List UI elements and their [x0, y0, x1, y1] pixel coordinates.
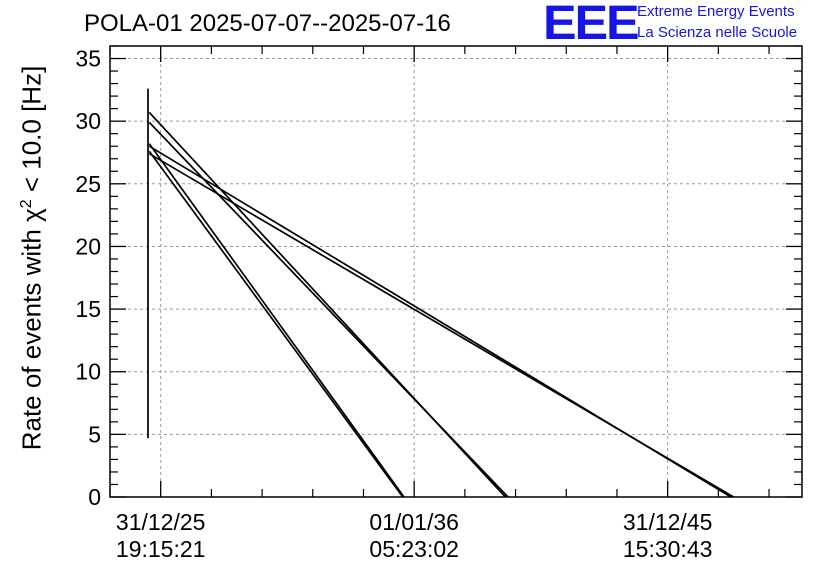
eee-logo: EEE [543, 0, 640, 50]
y-tick-label: 35 [75, 46, 101, 72]
y-axis-label: Rate of events with χ2 < 10.0 [Hz] [16, 65, 47, 451]
y-tick-label: 15 [75, 296, 101, 322]
x-tick-label-time: 05:23:02 [369, 536, 459, 562]
series-line [148, 143, 405, 498]
logo-text-line1: Extreme Energy Events [637, 3, 795, 20]
grid-lines [110, 46, 802, 497]
data-series [147, 88, 735, 498]
plot-frame [109, 45, 803, 498]
y-tick-label: 5 [88, 421, 101, 447]
x-tick-label-time: 15:30:43 [623, 536, 713, 562]
x-tick-label-time: 19:15:21 [116, 536, 206, 562]
y-tick-label: 30 [75, 108, 101, 134]
series-line [148, 152, 735, 498]
series-line [148, 150, 404, 498]
axis-ticks [109, 45, 802, 498]
y-tick-label: 20 [75, 233, 101, 259]
series-line [148, 121, 509, 498]
x-tick-label-date: 31/12/45 [623, 509, 713, 535]
logo-text-line2: La Scienza nelle Scuole [637, 24, 798, 41]
x-tick-label-date: 31/12/25 [116, 509, 206, 535]
y-tick-label: 25 [75, 171, 101, 197]
chart-title: POLA-01 2025-07-07--2025-07-16 [84, 10, 451, 37]
y-tick-label: 10 [75, 359, 101, 385]
y-tick-label: 0 [88, 484, 101, 510]
x-tick-label-date: 01/01/36 [369, 509, 459, 535]
